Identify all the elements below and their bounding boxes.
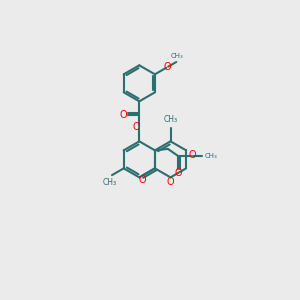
Text: O: O — [164, 62, 171, 72]
Text: O: O — [166, 176, 174, 187]
Text: O: O — [120, 110, 127, 120]
Text: O: O — [174, 168, 182, 178]
Text: O: O — [132, 122, 140, 132]
Text: CH₃: CH₃ — [164, 116, 178, 124]
Text: CH₃: CH₃ — [205, 153, 218, 159]
Text: O: O — [188, 150, 196, 160]
Text: CH₃: CH₃ — [171, 53, 184, 59]
Text: O: O — [139, 175, 146, 185]
Text: CH₃: CH₃ — [102, 178, 116, 187]
